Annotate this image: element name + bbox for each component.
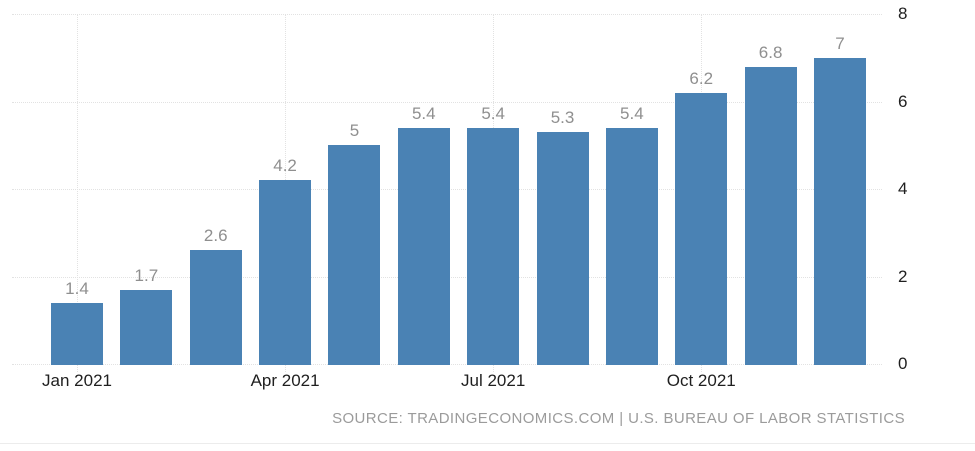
bar-value-label: 5.4 bbox=[411, 103, 436, 123]
x-axis-label: Jan 2021 bbox=[42, 371, 112, 390]
bar-feb-2021[interactable] bbox=[120, 289, 173, 365]
h-gridline bbox=[12, 101, 882, 103]
y-axis-label: 2 bbox=[898, 266, 908, 286]
bar-value-label: 6.2 bbox=[689, 68, 714, 88]
x-axis-label: Jul 2021 bbox=[461, 371, 526, 390]
bar-apr-2021[interactable] bbox=[259, 180, 312, 365]
x-axis-label: Oct 2021 bbox=[666, 371, 736, 390]
source-attribution: SOURCE: TRADINGECONOMICS.COM | U.S. BURE… bbox=[332, 410, 905, 427]
bar-value-label: 1.4 bbox=[65, 278, 89, 298]
bar-value-label: 5.3 bbox=[550, 108, 575, 128]
bar-jan-2021[interactable] bbox=[51, 302, 103, 365]
bar-may-2021[interactable] bbox=[328, 145, 381, 365]
bar-nov-2021[interactable] bbox=[744, 66, 797, 365]
bar-value-label: 5.4 bbox=[481, 103, 505, 123]
bar-mar-2021[interactable] bbox=[189, 250, 242, 365]
y-axis-label: 6 bbox=[898, 91, 908, 111]
bar-dec-2021[interactable] bbox=[813, 57, 866, 365]
bar-aug-2021[interactable] bbox=[536, 132, 589, 365]
h-gridline bbox=[12, 14, 882, 15]
bar-value-label: 5.4 bbox=[620, 103, 644, 123]
bar-value-label: 4.2 bbox=[273, 156, 297, 176]
y-axis-label: 8 bbox=[898, 4, 908, 23]
v-gridline bbox=[77, 14, 78, 372]
bar-value-label: 7 bbox=[835, 33, 845, 53]
bar-value-label: 6.8 bbox=[758, 42, 783, 62]
bar-value-label: 5 bbox=[349, 121, 360, 141]
bar-value-label: 1.7 bbox=[134, 265, 159, 285]
bar-sep-2021[interactable] bbox=[605, 127, 658, 365]
bar-value-label: 2.6 bbox=[203, 226, 228, 246]
y-axis-label: 0 bbox=[898, 354, 908, 373]
y-axis-label: 4 bbox=[898, 179, 908, 198]
bar-jun-2021[interactable] bbox=[397, 127, 450, 365]
bar-oct-2021[interactable] bbox=[675, 92, 728, 365]
bar-jul-2021[interactable] bbox=[467, 127, 520, 365]
bottom-divider bbox=[0, 443, 975, 444]
x-axis-label: Apr 2021 bbox=[250, 371, 320, 390]
